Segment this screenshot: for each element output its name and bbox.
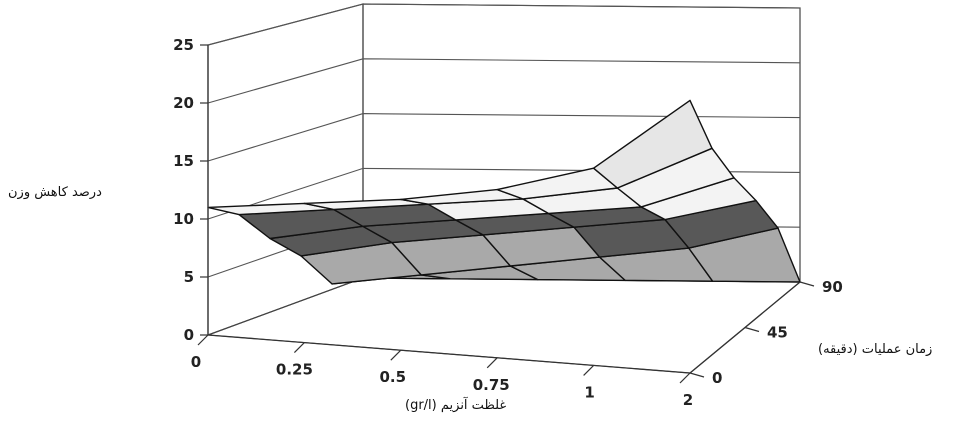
x-tick-label: 0.25 [276,361,313,379]
side-wall [207,3,364,336]
x-tick-mark [583,364,595,376]
y-tick-mark [689,372,705,378]
x-tick-label: 0.5 [380,368,407,386]
x-tick-label: 0.75 [473,376,510,394]
x-tick-label: 0 [191,353,201,371]
z-tick-label: 5 [184,268,194,286]
gridline [207,58,801,104]
x-tick-label: 1 [584,383,594,401]
z-tick-label: 25 [173,36,194,54]
z-tick-label: 20 [173,94,194,112]
z-tick-label: 10 [173,210,194,228]
gridline [207,3,801,46]
x-tick-mark [486,357,498,369]
y-tick-label: 45 [767,324,788,342]
surface-plot [207,99,801,285]
y-tick-label: 0 [712,369,722,387]
z-tick-label: 15 [173,152,194,170]
gridline [207,277,801,336]
x-axis-title: غلظت آنزیم (gr/l) [405,398,507,413]
z-tick-label: 0 [184,326,194,344]
x-axis-line [207,334,691,374]
gridline [207,113,801,162]
y-axis-title: زمان عملیات (دقیقه) [818,342,933,357]
x-tick-mark [679,372,691,384]
y-tick-mark [744,326,760,333]
y-tick-label: 90 [822,278,843,296]
surface-patch [592,99,713,189]
x-tick-mark [390,349,402,361]
z-axis-title: درصد کاهش وزن [8,185,102,200]
x-tick-mark [197,334,209,346]
x-tick-mark [293,342,305,354]
y-tick-mark [799,281,815,287]
x-tick-label: 2 [683,391,693,409]
